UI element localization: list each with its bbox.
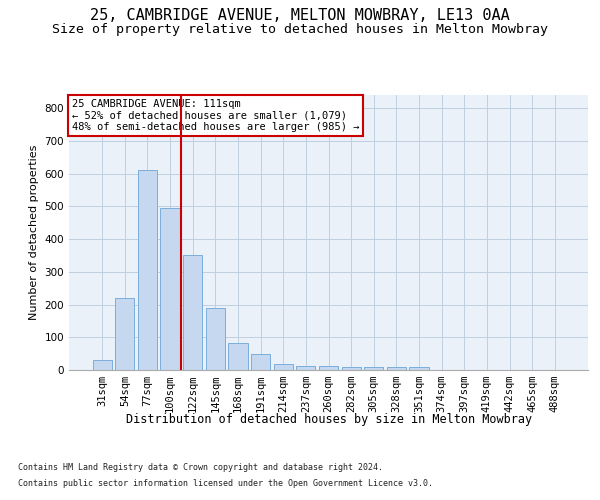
Bar (115, 298, 134, 370)
Text: 25, CAMBRIDGE AVENUE, MELTON MOWBRAY, LE13 0AA: 25, CAMBRIDGE AVENUE, MELTON MOWBRAY, LE… (90, 8, 510, 22)
Bar (183, 256, 202, 370)
Text: 25 CAMBRIDGE AVENUE: 111sqm
← 52% of detached houses are smaller (1,079)
48% of : 25 CAMBRIDGE AVENUE: 111sqm ← 52% of det… (71, 99, 359, 132)
Text: Size of property relative to detached houses in Melton Mowbray: Size of property relative to detached ho… (52, 22, 548, 36)
Bar (387, 368, 406, 370)
Bar (138, 170, 157, 370)
Bar (229, 343, 248, 370)
Bar (296, 366, 316, 370)
Bar (341, 368, 361, 370)
Text: Distribution of detached houses by size in Melton Mowbray: Distribution of detached houses by size … (126, 412, 532, 426)
Bar (409, 368, 428, 370)
Bar (251, 354, 270, 370)
Text: Contains public sector information licensed under the Open Government Licence v3: Contains public sector information licen… (18, 478, 433, 488)
Text: Contains HM Land Registry data © Crown copyright and database right 2024.: Contains HM Land Registry data © Crown c… (18, 462, 383, 471)
Bar (364, 368, 383, 370)
Bar (92, 360, 112, 370)
Y-axis label: Number of detached properties: Number of detached properties (29, 145, 39, 320)
Bar (319, 366, 338, 370)
Bar (206, 308, 225, 370)
Bar (160, 208, 180, 370)
Bar (274, 364, 293, 370)
